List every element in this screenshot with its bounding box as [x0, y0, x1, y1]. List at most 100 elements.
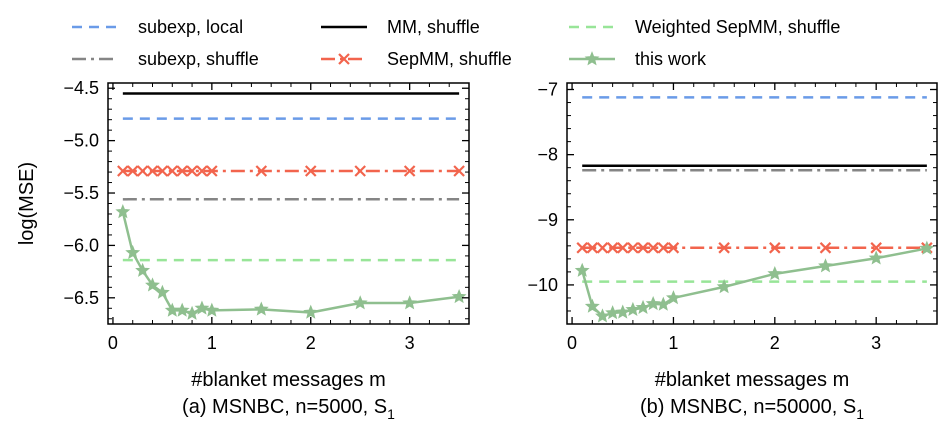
- point-this_work-11: [767, 266, 783, 281]
- point-this_work-3: [145, 277, 160, 292]
- panel-caption: (b) MSNBC, n=50000, S1: [640, 396, 864, 422]
- y-tick-label-2: −5.5: [63, 183, 99, 203]
- point-this_work-7: [184, 305, 200, 320]
- point-sepmm_shuffle-3-stroke-b: [146, 165, 159, 177]
- plot-area: [115, 92, 467, 320]
- point-sepmm_shuffle-10-stroke-b: [255, 165, 268, 177]
- point-sepmm_shuffle-9: [667, 242, 680, 254]
- point-sepmm_shuffle-8-stroke-b: [196, 165, 208, 177]
- point-sepmm_shuffle-12-stroke-b: [354, 165, 366, 177]
- point-this_work-1: [584, 298, 600, 313]
- point-this_work-10: [253, 301, 269, 316]
- point-sepmm_shuffle-13-stroke-b: [403, 165, 416, 177]
- point-sepmm_shuffle-12: [819, 242, 832, 254]
- point-this_work-6: [174, 302, 190, 317]
- point-sepmm_shuffle-7: [647, 242, 659, 254]
- point-this_work-2: [595, 308, 610, 323]
- y-tick-label-3: −6.0: [63, 235, 99, 255]
- point-sepmm_shuffle-11-stroke-b: [769, 242, 781, 254]
- y-axis-label: log(MSE): [16, 162, 38, 245]
- point-sepmm_shuffle-2-stroke-b: [136, 165, 149, 177]
- x-axis-label: #blanket messages m: [191, 369, 386, 391]
- point-sepmm_shuffle-5: [627, 242, 639, 254]
- legend-item-sepmm_shuffle: SepMM, shuffle: [321, 49, 512, 69]
- point-this_work-0: [574, 262, 590, 277]
- point-sepmm_shuffle-10-stroke-b: [718, 242, 730, 254]
- x-tick-label-3: 3: [405, 333, 415, 353]
- point-this_work-14: [919, 240, 935, 255]
- point-sepmm_shuffle-13-stroke-b: [870, 242, 882, 254]
- point-sepmm_shuffle-10: [718, 242, 730, 254]
- x-tick-label-1: 1: [668, 333, 678, 353]
- point-sepmm_shuffle-0: [576, 242, 588, 254]
- point-this_work-9: [666, 290, 681, 305]
- point-this_work-9: [204, 302, 220, 317]
- caption-subscript: 1: [387, 406, 395, 422]
- point-sepmm_shuffle-13: [403, 165, 416, 177]
- y-tick-label-4: −6.5: [63, 288, 99, 308]
- legend-item-subexp_shuffle: subexp, shuffle: [72, 49, 259, 69]
- legend-label-this_work: this work: [635, 49, 707, 69]
- legend-label-wsepmm_shuffle: Weighted SepMM, shuffle: [635, 17, 840, 37]
- point-sepmm_shuffle-9-stroke-b: [667, 242, 680, 254]
- point-sepmm_shuffle-12: [354, 165, 366, 177]
- point-sepmm_shuffle-11: [769, 242, 781, 254]
- point-sepmm_shuffle-4: [156, 165, 169, 177]
- point-sepmm_shuffle-0-stroke-b: [117, 165, 129, 177]
- x-tick-label-0: 0: [108, 333, 118, 353]
- point-sepmm_shuffle-9-stroke-b: [206, 165, 218, 177]
- point-sepmm_shuffle-6-stroke-b: [637, 242, 649, 254]
- point-sepmm_shuffle-1-stroke-b: [586, 242, 599, 254]
- point-sepmm_shuffle-12-stroke-b: [819, 242, 832, 254]
- legend: subexp, local MM, shuffle Weighted SepMM, …: [72, 17, 840, 69]
- legend-item-mm_shuffle: MM, shuffle: [321, 17, 480, 37]
- point-sepmm_shuffle-4: [616, 242, 629, 254]
- point-this_work-4: [154, 284, 170, 299]
- x-tick-label-0: 0: [567, 333, 577, 353]
- y-tick-label-2: −9: [537, 210, 558, 230]
- point-sepmm_shuffle-4-stroke-b: [616, 242, 629, 254]
- point-this_work-12: [352, 295, 368, 310]
- caption-subscript: 1: [856, 406, 864, 422]
- legend-label-subexp_local: subexp, local: [138, 17, 243, 37]
- point-sepmm_shuffle-7-stroke-b: [186, 165, 198, 177]
- point-this_work-8: [655, 296, 671, 311]
- y-tick-label-1: −5.0: [63, 131, 99, 151]
- point-sepmm_shuffle-14-stroke-b: [453, 165, 465, 177]
- x-axis-label: #blanket messages m: [655, 369, 850, 391]
- point-sepmm_shuffle-3: [606, 242, 619, 254]
- caption-main: (a) MSNBC, n=5000, S: [182, 396, 387, 418]
- point-this_work-13: [868, 250, 884, 265]
- point-sepmm_shuffle-6-stroke-b: [176, 165, 188, 177]
- point-sepmm_shuffle-7-stroke-b: [647, 242, 659, 254]
- caption-main: (b) MSNBC, n=50000, S: [640, 396, 856, 418]
- legend-marker-sepmm_shuffle: [338, 53, 350, 65]
- point-sepmm_shuffle-3-stroke-b: [606, 242, 619, 254]
- legend-marker-sepmm_shuffle-stroke-b: [338, 53, 350, 65]
- x-tick-label-2: 2: [306, 333, 316, 353]
- point-this_work-2: [135, 262, 151, 277]
- point-this_work-12: [818, 258, 833, 273]
- point-sepmm_shuffle-3: [146, 165, 159, 177]
- legend-marker-this_work: [584, 51, 600, 66]
- point-sepmm_shuffle-8: [657, 242, 670, 254]
- point-sepmm_shuffle-4-stroke-b: [156, 165, 169, 177]
- x-tick-label-1: 1: [207, 333, 217, 353]
- point-sepmm_shuffle-1-stroke-b: [126, 165, 139, 177]
- y-tick-label-1: −8: [537, 145, 558, 165]
- point-this_work-14: [451, 288, 467, 304]
- point-sepmm_shuffle-1: [126, 165, 139, 177]
- point-sepmm_shuffle-0-stroke-b: [576, 242, 588, 254]
- point-this_work-6: [635, 299, 651, 315]
- legend-item-wsepmm_shuffle: Weighted SepMM, shuffle: [569, 17, 840, 37]
- point-this_work-7: [645, 295, 661, 311]
- point-sepmm_shuffle-1: [586, 242, 599, 254]
- point-sepmm_shuffle-5-stroke-b: [627, 242, 639, 254]
- point-sepmm_shuffle-2-stroke-b: [596, 242, 609, 254]
- point-this_work-0: [115, 204, 131, 219]
- panel-b: 0 1 2 3 −7 −8 −9 −10 #blanket messages m (b) MSNB…: [527, 80, 938, 422]
- point-this_work-5: [164, 302, 180, 317]
- point-sepmm_shuffle-11-stroke-b: [304, 165, 317, 177]
- panel-caption: (a) MSNBC, n=5000, S1: [182, 396, 395, 422]
